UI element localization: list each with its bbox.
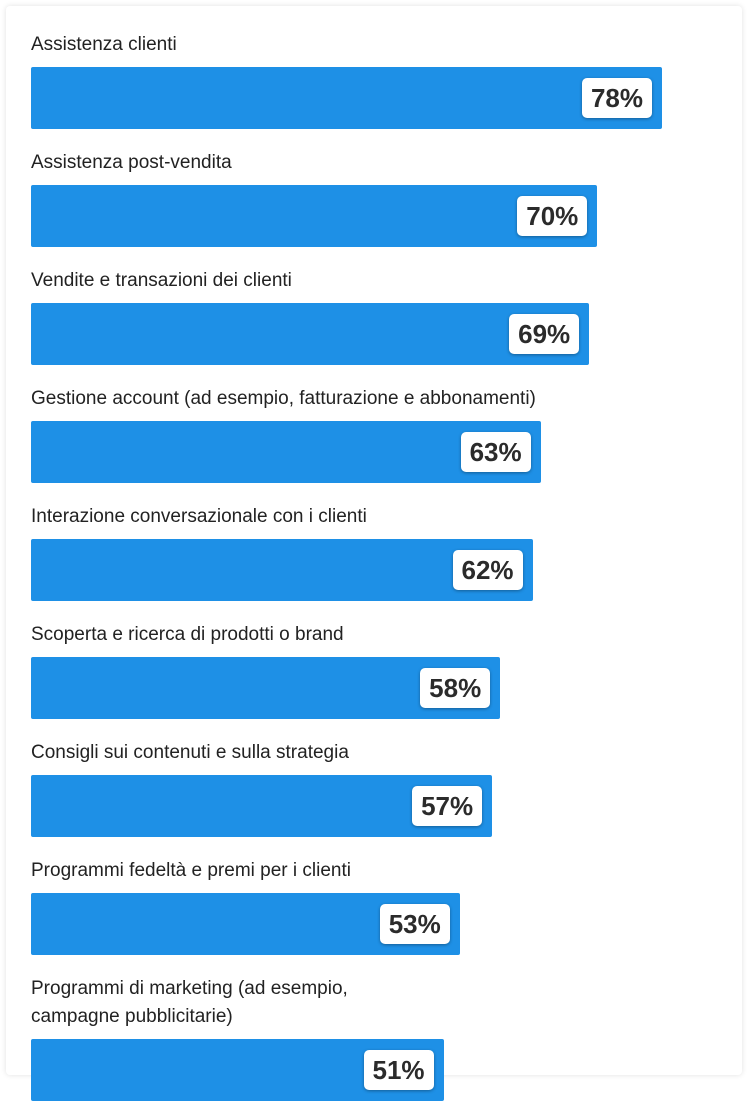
value-label: 69% bbox=[509, 314, 580, 354]
bar-item: Gestione account (ad esempio, fatturazio… bbox=[31, 385, 731, 483]
category-label: Scoperta e ricerca di prodotti o brand bbox=[31, 624, 344, 645]
value-label: 51% bbox=[363, 1050, 434, 1090]
bar-item: Assistenza clienti 78% bbox=[31, 31, 731, 129]
bar: 78% bbox=[31, 67, 662, 129]
category-label: Assistenza clienti bbox=[31, 34, 177, 55]
bar: 58% bbox=[31, 657, 501, 719]
category-label: Consigli sui contenuti e sulla strategia bbox=[31, 742, 349, 763]
bar: 57% bbox=[31, 775, 493, 837]
bar: 70% bbox=[31, 185, 598, 247]
value-label: 78% bbox=[581, 78, 652, 118]
category-label: Gestione account (ad esempio, fatturazio… bbox=[31, 388, 536, 409]
value-label: 57% bbox=[412, 786, 483, 826]
value-label: 70% bbox=[517, 196, 588, 236]
bar-item: Interazione conversazionale con i client… bbox=[31, 503, 731, 601]
category-label: Interazione conversazionale con i client… bbox=[31, 506, 367, 527]
value-label: 63% bbox=[460, 432, 531, 472]
category-label: Assistenza post-vendita bbox=[31, 152, 232, 173]
value-label: 58% bbox=[420, 668, 491, 708]
value-label: 62% bbox=[452, 550, 523, 590]
bar: 63% bbox=[31, 421, 541, 483]
value-label: 53% bbox=[379, 904, 450, 944]
bar: 69% bbox=[31, 303, 590, 365]
category-label: Programmi fedeltà e premi per i clienti bbox=[31, 860, 351, 881]
bar-item: Assistenza post-vendita 70% bbox=[31, 149, 731, 247]
bar-item: Programmi di marketing (ad esempio, camp… bbox=[31, 975, 731, 1101]
bar-item: Vendite e transazioni dei clienti 69% bbox=[31, 267, 731, 365]
category-label: Vendite e transazioni dei clienti bbox=[31, 270, 292, 291]
bar-item: Scoperta e ricerca di prodotti o brand 58… bbox=[31, 621, 731, 719]
bar: 53% bbox=[31, 893, 460, 955]
category-label: Programmi di marketing (ad esempio, camp… bbox=[31, 978, 348, 1027]
horizontal-bar-chart: Assistenza clienti 78% Assistenza post-ven… bbox=[31, 0, 731, 1101]
bar: 51% bbox=[31, 1039, 444, 1101]
bar-item: Consigli sui contenuti e sulla strategia… bbox=[31, 739, 731, 837]
bar-item: Programmi fedeltà e premi per i clienti 5… bbox=[31, 857, 731, 955]
bar: 62% bbox=[31, 539, 533, 601]
